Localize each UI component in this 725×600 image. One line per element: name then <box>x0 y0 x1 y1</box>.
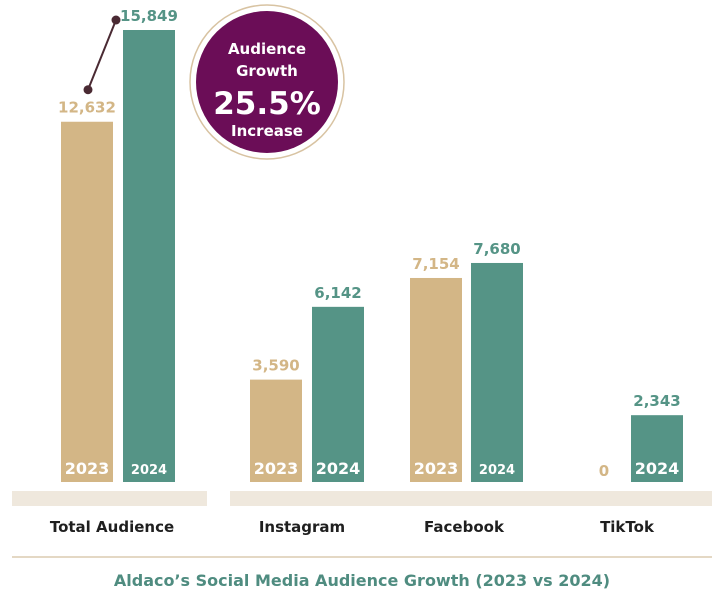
bar-instagram-2023 <box>250 379 302 482</box>
bar-group: 2023 12,632 2024 15,849 2023 3,590 2024 6,142 20… <box>58 7 683 483</box>
growth-connector-line <box>87 19 117 91</box>
value-label-total-audience-2024: 15,849 <box>120 7 178 25</box>
bar-instagram-2024 <box>312 306 364 482</box>
growth-badge-line2: Growth <box>236 62 298 80</box>
bar-total-audience-2023 <box>61 121 113 483</box>
value-label-tiktok-2023: 0 <box>599 462 609 480</box>
bar-facebook-2024 <box>471 262 523 482</box>
bar-year-label-total-audience-2024: 2024 <box>131 463 167 478</box>
value-label-instagram-2023: 3,590 <box>252 357 299 375</box>
value-label-tiktok-2024: 2,343 <box>633 392 680 410</box>
growth-badge-value: 25.5% <box>213 86 321 122</box>
growth-badge-line3: Increase <box>231 122 303 140</box>
category-label-facebook: Facebook <box>424 518 505 536</box>
growth-badge-line1: Audience <box>228 40 306 58</box>
bar-tiktok-2024 <box>631 415 683 482</box>
bar-total-audience-2024 <box>123 30 175 482</box>
bar-year-label-instagram-2023: 2023 <box>254 459 299 478</box>
category-label-instagram: Instagram <box>259 518 345 536</box>
bar-year-label-instagram-2024: 2024 <box>316 459 361 478</box>
bar-year-label-facebook-2024: 2024 <box>479 463 515 478</box>
growth-badge-ring <box>189 4 345 160</box>
category-label-tiktok: TikTok <box>600 518 655 536</box>
category-labels: Total Audience Instagram Facebook TikTok <box>50 518 655 536</box>
chart-title: Aldaco’s Social Media Audience Growth (2… <box>114 571 610 590</box>
value-label-total-audience-2023: 12,632 <box>58 99 116 117</box>
bar-year-label-facebook-2023: 2023 <box>414 459 459 478</box>
baseline-strip-platforms <box>230 491 712 506</box>
bar-year-label-tiktok-2024: 2024 <box>635 459 680 478</box>
value-label-facebook-2023: 7,154 <box>412 255 459 273</box>
baseline-strip-total <box>12 491 207 506</box>
bar-facebook-2023 <box>410 277 462 482</box>
value-label-facebook-2024: 7,680 <box>473 240 520 258</box>
category-label-total-audience: Total Audience <box>50 518 174 536</box>
growth-badge-disc <box>196 11 338 153</box>
growth-dot-end <box>111 15 121 25</box>
growth-dot-start <box>83 85 93 95</box>
bar-year-label-total-audience-2023: 2023 <box>65 459 110 478</box>
growth-badge: Audience Growth 25.5% Increase <box>189 4 345 160</box>
value-label-instagram-2024: 6,142 <box>314 284 361 302</box>
